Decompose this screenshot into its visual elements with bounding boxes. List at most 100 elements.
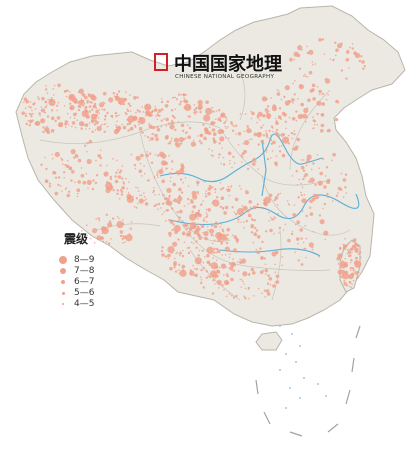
quake-dot — [302, 210, 304, 212]
quake-dot — [156, 171, 158, 173]
quake-dot — [118, 225, 120, 228]
quake-dot — [233, 125, 236, 128]
quake-dot — [346, 252, 349, 255]
quake-dot — [24, 107, 27, 109]
quake-dot — [216, 270, 219, 273]
quake-dot — [222, 156, 225, 159]
quake-dot — [228, 137, 230, 140]
quake-dot — [301, 263, 304, 266]
quake-dot — [95, 159, 97, 162]
quake-dot — [53, 84, 56, 87]
quake-dot — [174, 108, 177, 110]
quake-dot — [129, 110, 132, 112]
quake-dot — [290, 132, 294, 135]
quake-dot — [195, 246, 198, 249]
quake-dot — [194, 273, 198, 278]
quake-dot — [118, 217, 120, 220]
quake-dot — [183, 241, 186, 244]
quake-dot — [278, 134, 281, 137]
quake-dot — [179, 209, 183, 214]
quake-dot — [160, 100, 164, 104]
quake-dot — [244, 287, 247, 290]
quake-dot — [153, 187, 155, 189]
quake-dot — [237, 144, 240, 146]
quake-dot — [208, 275, 211, 279]
quake-dot — [306, 154, 312, 160]
quake-dot — [351, 283, 353, 285]
quake-dot — [155, 108, 157, 110]
quake-dot — [143, 196, 146, 198]
quake-dot — [197, 217, 199, 220]
quake-dot — [103, 123, 106, 126]
quake-dot — [133, 96, 137, 100]
quake-dot — [151, 109, 154, 113]
quake-dot — [244, 207, 246, 209]
quake-dot — [86, 150, 88, 153]
quake-dot — [175, 252, 177, 255]
quake-dot — [86, 158, 92, 165]
quake-dot — [273, 232, 275, 235]
quake-dot — [139, 162, 142, 165]
quake-dot — [114, 179, 119, 184]
quake-dot — [101, 227, 109, 235]
quake-dot — [122, 182, 126, 185]
quake-dot — [165, 167, 168, 170]
quake-dot — [161, 253, 165, 257]
quake-dot — [231, 166, 233, 169]
quake-dot — [225, 295, 228, 298]
quake-dot — [182, 220, 184, 222]
quake-dot — [287, 142, 290, 145]
quake-dot — [274, 271, 277, 274]
quake-dot — [274, 263, 276, 266]
quake-dot — [25, 112, 27, 115]
quake-dot — [205, 212, 208, 214]
quake-dot — [264, 263, 267, 266]
quake-dot — [200, 203, 203, 206]
quake-dot — [37, 98, 40, 101]
quake-dot — [188, 115, 191, 118]
quake-dot — [241, 258, 247, 264]
quake-dot — [318, 89, 322, 94]
quake-dot — [216, 205, 218, 207]
quake-dot — [257, 117, 260, 120]
quake-dot — [204, 195, 208, 198]
quake-dot — [184, 223, 189, 227]
quake-dot — [46, 125, 48, 128]
quake-dot — [106, 164, 108, 167]
quake-dot — [268, 193, 273, 198]
quake-dot — [174, 270, 178, 273]
quake-dot — [308, 180, 311, 183]
quake-dot — [350, 272, 355, 277]
quake-dot — [337, 186, 342, 191]
quake-dot — [122, 242, 124, 244]
quake-dot — [250, 231, 254, 234]
quake-dot — [95, 107, 98, 110]
quake-dot — [186, 131, 188, 133]
quake-dot — [88, 122, 91, 124]
quake-dot — [179, 252, 183, 255]
quake-dot — [63, 90, 67, 93]
quake-dot — [161, 108, 164, 111]
quake-dot — [177, 219, 180, 222]
quake-dot — [256, 235, 261, 239]
quake-dot — [253, 295, 255, 297]
quake-dot — [187, 198, 190, 201]
quake-dot — [168, 154, 170, 157]
quake-dot — [215, 247, 219, 251]
quake-dot — [169, 220, 174, 224]
quake-dot — [300, 237, 303, 240]
quake-dot — [112, 158, 114, 160]
quake-dot — [293, 204, 296, 206]
quake-dot — [74, 100, 78, 104]
quake-dot — [263, 196, 272, 204]
quake-dot — [144, 135, 146, 137]
quake-dot — [232, 155, 235, 159]
quake-dot — [270, 97, 273, 99]
quake-dot — [199, 133, 204, 138]
quake-dot — [31, 109, 33, 112]
legend-item-7-8: 7—8 — [56, 266, 146, 278]
quake-dot — [83, 102, 86, 105]
quake-dot — [192, 264, 194, 267]
quake-dot — [87, 187, 89, 189]
quake-dot — [111, 217, 115, 220]
